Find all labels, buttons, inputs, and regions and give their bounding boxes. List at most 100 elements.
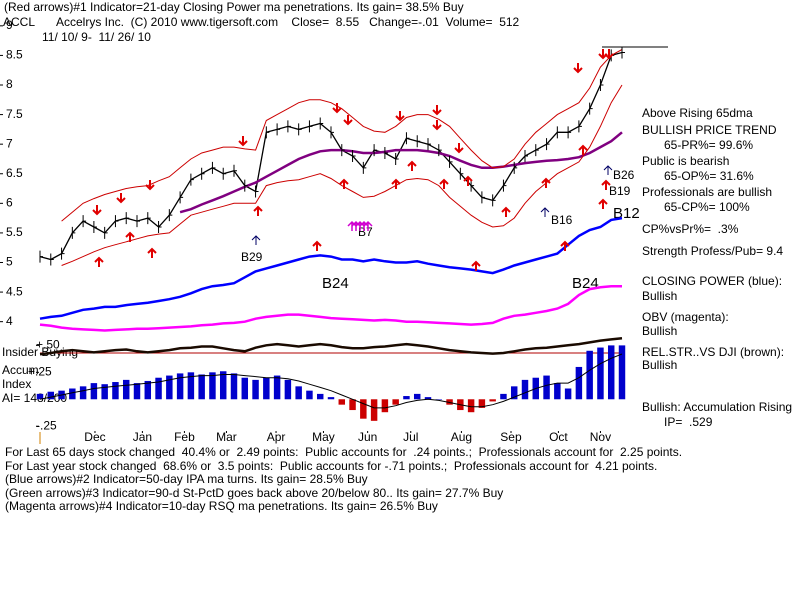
y-tick-label: 6 xyxy=(6,196,13,210)
accum-bar xyxy=(586,350,593,400)
price-bar xyxy=(39,250,43,263)
price-bar xyxy=(308,120,313,133)
price-bar xyxy=(492,194,496,207)
signal-arrow xyxy=(560,240,570,251)
price-bar xyxy=(567,126,572,139)
price-bar xyxy=(50,253,54,266)
accum-bar xyxy=(597,347,604,400)
summary: IP= .529 xyxy=(664,415,713,429)
price-bar xyxy=(179,191,184,204)
accum-bar xyxy=(273,375,281,400)
signal-arrow xyxy=(359,220,369,231)
accum-bar xyxy=(435,399,443,400)
y-tick-label: 5 xyxy=(6,255,13,269)
price-bar xyxy=(190,173,194,186)
price-bar xyxy=(502,179,507,192)
signal-arrow xyxy=(407,160,417,171)
price-bar xyxy=(71,226,76,239)
signal-arrow xyxy=(116,193,126,204)
price-bar xyxy=(61,247,65,260)
signal-arrow xyxy=(541,177,551,188)
x-tick-label: Jul xyxy=(403,430,418,444)
signal-arrow xyxy=(439,178,449,189)
price-bar xyxy=(535,144,539,157)
accum-bar xyxy=(478,399,486,408)
y-tick-label: 7.5 xyxy=(6,107,23,121)
x-tick-label: Dec xyxy=(84,430,105,444)
series-line xyxy=(61,49,623,222)
accum-bar xyxy=(144,380,152,400)
annotation: B26 xyxy=(613,168,635,182)
accum-bar xyxy=(112,382,119,400)
signal-arrow xyxy=(432,105,442,116)
price-bar xyxy=(82,215,87,228)
accum-bar xyxy=(327,397,335,400)
signal-arrow xyxy=(251,235,261,245)
summary: Professionals are bullish xyxy=(642,185,772,199)
accum-bar xyxy=(360,399,367,419)
accum-bar xyxy=(543,375,550,400)
signal-arrow xyxy=(471,260,481,271)
y2-tick-label: +.50 xyxy=(36,338,60,352)
price-bar xyxy=(556,126,561,139)
footer-line: For Last year stock changed 68.6% or 3.5… xyxy=(5,459,657,473)
signal-arrow xyxy=(603,165,613,175)
accum-bar xyxy=(403,396,410,400)
accum-bar xyxy=(209,372,216,400)
y2-tick-label: +.25 xyxy=(28,365,52,379)
signal-arrow xyxy=(355,220,365,231)
price-bar xyxy=(319,117,324,130)
accum-bar xyxy=(521,379,529,400)
price-bar xyxy=(513,161,518,174)
accum-bar xyxy=(263,377,270,400)
price-bar xyxy=(599,79,604,91)
price-bar xyxy=(104,226,108,239)
series-line xyxy=(39,216,623,320)
price-bar xyxy=(384,147,388,160)
signal-arrow xyxy=(332,103,342,114)
accum-bar xyxy=(155,377,162,400)
accum-bar xyxy=(554,383,561,400)
annotation: B24 xyxy=(322,275,349,292)
price-bar xyxy=(276,123,281,136)
price-bar xyxy=(352,150,356,162)
accum-bar xyxy=(295,386,302,400)
accum-bar xyxy=(79,386,87,400)
accum-bar xyxy=(413,393,421,400)
price-bar xyxy=(405,132,410,145)
series-line xyxy=(39,353,623,409)
price-bar xyxy=(449,155,453,168)
price-bar xyxy=(136,215,140,228)
series-line xyxy=(61,84,623,266)
price-bar xyxy=(222,167,227,180)
accum-bar xyxy=(607,345,615,400)
accum-bar xyxy=(187,372,195,400)
accum-bar xyxy=(230,373,238,400)
price-bar xyxy=(298,123,302,136)
legend-label: CLOSING POWER (blue): xyxy=(642,274,782,288)
accum-bar xyxy=(392,399,399,405)
x-tick-label: Oct xyxy=(549,430,568,444)
price-bar xyxy=(578,120,582,133)
signal-arrow xyxy=(432,120,442,131)
signal-arrow xyxy=(395,111,405,122)
accum-bar xyxy=(241,377,249,400)
series-line xyxy=(39,336,623,356)
price-bar xyxy=(330,126,334,139)
price-bar xyxy=(158,221,162,233)
signal-arrow xyxy=(145,180,155,191)
accum-bar xyxy=(176,373,184,400)
legend-label: REL.STR..VS DJI (brown): xyxy=(642,345,784,359)
price-bar xyxy=(395,152,399,165)
signal-arrow xyxy=(351,220,361,231)
x-tick-label: Aug xyxy=(451,430,472,444)
price-bar xyxy=(168,209,173,222)
signal-arrow xyxy=(573,63,583,74)
annotation: B7 xyxy=(358,225,373,239)
accum-bar xyxy=(424,397,432,400)
footer-line: For Last 65 days stock changed 40.4% or … xyxy=(5,445,682,459)
summary: BULLISH PRICE TREND xyxy=(642,123,777,137)
accum-bar xyxy=(510,386,518,400)
price-bar xyxy=(524,150,528,162)
legend-label: OBV (magenta): xyxy=(642,310,729,324)
